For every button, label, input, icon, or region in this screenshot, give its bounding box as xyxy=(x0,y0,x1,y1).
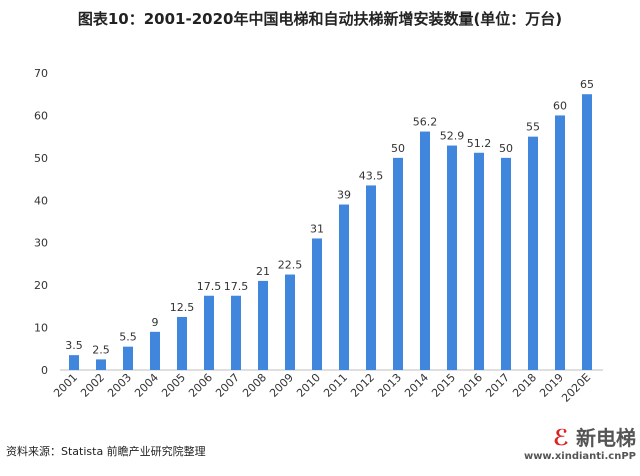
data-label: 12.5 xyxy=(170,301,195,314)
chart-title: 图表10：2001-2020年中国电梯和自动扶梯新增安装数量(单位：万台) xyxy=(77,10,563,28)
data-label: 3.5 xyxy=(65,339,83,352)
x-tick-label: 2003 xyxy=(105,371,134,400)
data-label: 5.5 xyxy=(119,331,137,344)
bar xyxy=(312,238,322,370)
x-tick-label: 2008 xyxy=(240,371,269,400)
y-tick-label: 50 xyxy=(34,152,48,165)
bar xyxy=(150,331,160,370)
y-tick-label: 70 xyxy=(34,67,48,80)
x-tick-label: 2012 xyxy=(348,371,377,400)
x-tick-label: 2006 xyxy=(186,371,215,400)
y-tick-label: 30 xyxy=(34,237,48,250)
x-tick-label: 2007 xyxy=(213,371,242,400)
y-tick-label: 40 xyxy=(34,194,48,207)
data-label: 65 xyxy=(580,78,594,91)
data-label: 39 xyxy=(337,189,351,202)
logo-mark-icon: ℰ xyxy=(552,426,570,451)
y-tick-label: 60 xyxy=(34,109,48,122)
data-label: 56.2 xyxy=(413,116,438,129)
x-tick-label: 2017 xyxy=(483,371,512,400)
bar xyxy=(582,94,592,370)
data-label: 50 xyxy=(391,142,405,155)
data-label: 52.9 xyxy=(440,130,465,143)
bar xyxy=(474,152,484,370)
x-tick-label: 2004 xyxy=(132,371,161,400)
bar xyxy=(528,136,538,370)
x-tick-label: 2016 xyxy=(456,371,485,400)
data-label: 9 xyxy=(152,316,159,329)
x-tick-label: 2013 xyxy=(375,371,404,400)
logo-name: 新电梯 xyxy=(576,426,636,450)
data-label: 2.5 xyxy=(92,343,110,356)
bar xyxy=(177,316,187,370)
x-tick-label: 2020E xyxy=(559,371,593,405)
bar xyxy=(96,359,106,370)
logo: ℰ 新电梯 www.xindianti.cnPP xyxy=(524,422,636,462)
data-label: 21 xyxy=(256,265,270,278)
bar xyxy=(555,115,565,370)
x-tick-label: 2009 xyxy=(267,371,296,400)
data-label: 17.5 xyxy=(224,280,249,293)
x-tick-label: 2005 xyxy=(159,371,188,400)
bar xyxy=(501,157,511,370)
bar xyxy=(231,295,241,370)
data-label: 55 xyxy=(526,121,540,134)
data-label: 17.5 xyxy=(197,280,222,293)
bar xyxy=(420,131,430,370)
x-tick-label: 2011 xyxy=(321,371,350,400)
bar xyxy=(204,295,214,370)
x-tick-label: 2018 xyxy=(510,371,539,400)
logo-url: www.xindianti.cnPP xyxy=(523,451,636,462)
x-tick-label: 2010 xyxy=(294,371,323,400)
data-label: 22.5 xyxy=(278,259,303,272)
x-tick-label: 2014 xyxy=(402,371,431,400)
y-tick-label: 20 xyxy=(34,279,48,292)
source-note: 资料来源：Statista 前瞻产业研究院整理 xyxy=(6,445,206,458)
data-label: 50 xyxy=(499,142,513,155)
bar xyxy=(258,280,268,370)
bar xyxy=(123,346,133,370)
x-tick-label: 2001 xyxy=(51,371,80,400)
x-tick-label: 2015 xyxy=(429,371,458,400)
bar xyxy=(339,204,349,370)
x-tick-label: 2002 xyxy=(78,371,107,400)
bar xyxy=(393,157,403,370)
data-label: 51.2 xyxy=(467,137,492,150)
bar xyxy=(285,274,295,370)
y-tick-label: 10 xyxy=(34,322,48,335)
bar xyxy=(447,145,457,370)
bar xyxy=(366,185,376,370)
data-label: 60 xyxy=(553,99,567,112)
data-label: 43.5 xyxy=(359,169,384,182)
data-label: 31 xyxy=(310,222,324,235)
y-tick-label: 0 xyxy=(41,364,48,377)
bar xyxy=(69,355,79,370)
